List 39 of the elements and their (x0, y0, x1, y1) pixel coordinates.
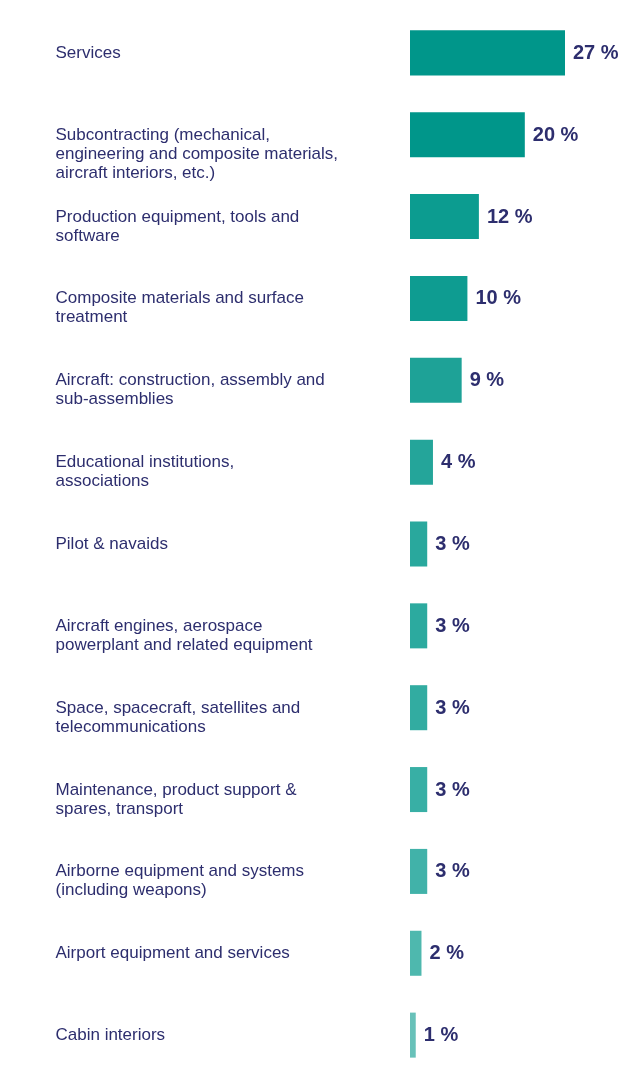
data-label: 3 % (435, 613, 470, 636)
data-label: 27 % (573, 40, 619, 63)
y-tick-label: Airport equipment and services (55, 943, 290, 963)
data-label: 9 % (469, 368, 505, 391)
y-tick-label: Subcontracting (mechanical, engineering and composite materials, aircraft interiors, etc.) (55, 124, 339, 182)
y-tick-label: Maintenance, product support & spares, transport (55, 779, 298, 818)
data-label: 3 % (435, 532, 470, 554)
y-tick-label: Educational institutions, associations (55, 452, 235, 491)
y-tick-label: Space, spacecraft, satellites and telecommunications (55, 697, 301, 736)
bar (410, 194, 479, 240)
bar (410, 357, 462, 403)
y-tick-label: Cabin interiors (55, 1025, 166, 1045)
data-label: 1 % (423, 1023, 459, 1046)
data-label: 3 % (435, 777, 470, 800)
bar (410, 275, 468, 321)
y-tick-label: Pilot & navaids (55, 534, 168, 553)
bar (410, 439, 433, 485)
y-tick-label: Production equipment, tools and software (55, 206, 300, 245)
bar (410, 1012, 416, 1058)
y-tick-label: Airborne equipment and systems (including weapons) (55, 861, 305, 900)
data-label: 10 % (475, 286, 522, 309)
bar (410, 521, 428, 567)
y-tick-label: Composite materials and surface treatment (55, 288, 305, 327)
bar (410, 112, 525, 158)
data-label: 4 % (440, 450, 476, 473)
y-tick-label: Aircraft: construction, assembly and sub-assemblies (55, 370, 325, 409)
data-label: 3 % (435, 859, 470, 882)
bar (410, 848, 428, 894)
data-label: 2 % (429, 941, 465, 964)
y-tick-label: Services (55, 42, 121, 62)
y-tick-label: Aircraft engines, aerospace powerplant and related equipment (55, 615, 313, 654)
data-label: 3 % (435, 695, 470, 718)
bar (410, 685, 428, 731)
bar (410, 30, 565, 76)
bar (410, 603, 428, 649)
bar (410, 767, 428, 813)
data-label: 12 % (486, 204, 533, 227)
bar (410, 930, 422, 976)
data-label: 20 % (532, 122, 579, 145)
